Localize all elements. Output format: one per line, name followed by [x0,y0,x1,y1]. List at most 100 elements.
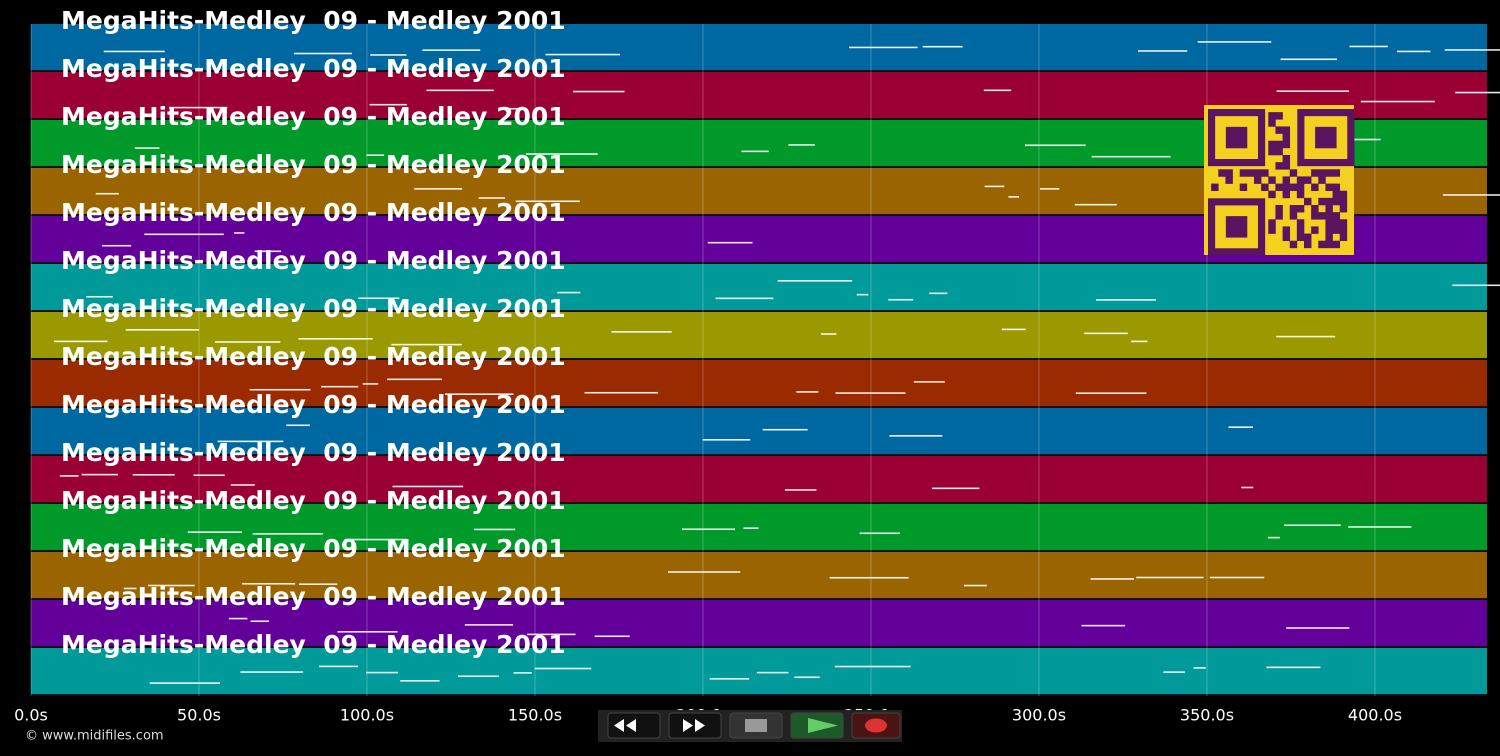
qr-cell [1332,219,1341,227]
lane [31,552,1487,598]
note [1084,332,1128,335]
note [1276,90,1350,92]
qr-cell [1254,169,1262,177]
qr-cell [1325,212,1333,220]
record-button[interactable] [851,712,901,739]
play-button[interactable] [790,712,844,739]
tick-label: 50.0s [177,706,221,725]
note [1455,91,1500,94]
note [1024,144,1086,147]
track-label: MegaHits-Medley 09 - Medley 2001 [61,630,566,659]
qr-finder [1297,108,1355,167]
forward-button[interactable] [668,712,722,739]
note [169,106,228,109]
note [611,331,672,333]
note [503,107,520,110]
qr-cell [1282,155,1291,163]
qr-cell [1325,233,1333,242]
qr-cell [1246,169,1255,177]
qr-cell [1311,205,1319,213]
qr-cell [1296,219,1305,227]
note [888,298,914,301]
note [250,620,269,623]
qr-cell [1304,176,1312,184]
qr-cell [1332,226,1341,234]
qr-cell [1318,176,1326,184]
note [820,333,837,335]
note [254,250,282,253]
qr-cell [1289,205,1298,213]
note [392,485,464,488]
note [387,378,442,381]
note [1197,41,1272,43]
qr-cell [1311,169,1319,177]
note [344,538,407,541]
qr-finder-core [1315,126,1337,149]
note [444,393,514,395]
note [102,244,132,247]
note [707,241,753,244]
lane [31,264,1487,310]
qr-cell [1296,176,1305,184]
note [788,144,815,146]
note [1442,194,1500,196]
qr-cell [1339,190,1348,199]
note [1001,328,1026,331]
qr-cell [1339,197,1348,206]
qr-cell [1325,240,1333,249]
note [983,89,1012,92]
note [829,576,909,579]
note [125,329,200,331]
note [709,678,750,680]
qr-cell [1289,212,1298,220]
rewind-button[interactable] [607,712,661,739]
stop-button[interactable] [729,712,783,739]
note [230,484,255,486]
note [86,295,113,298]
qr-cell [1296,205,1305,213]
note [1276,335,1336,338]
transport-controls [598,710,902,742]
note [1074,203,1117,206]
note [149,682,220,684]
note [932,487,980,490]
qr-finder [1207,198,1266,256]
qr-cell [1275,162,1283,170]
copyright: © www.midifiles.com [25,729,164,744]
qr-cell [1239,183,1248,192]
note [286,424,310,427]
track-label: MegaHits-Medley 09 - Medley 2001 [61,534,566,563]
qr-cell [1218,169,1226,177]
note [835,392,906,394]
qr-cell [1296,183,1305,192]
note [1452,284,1500,287]
note [362,383,379,385]
note [473,528,516,531]
note [1081,624,1126,627]
note [794,676,820,679]
note [545,53,621,56]
tick-label: 400.0s [1348,706,1402,725]
qr-cell [1318,169,1326,177]
note [1286,627,1350,629]
note [414,188,463,190]
note [1095,299,1157,301]
qr-cell [1225,176,1233,184]
note [95,192,119,195]
qr-cell [1275,140,1283,149]
qr-cell [1282,226,1291,234]
qr-cell [1325,219,1333,227]
note [702,439,751,441]
qr-cell [1261,169,1269,177]
note [217,440,284,443]
note [249,388,311,391]
note [682,528,736,531]
qr-cell [1311,226,1319,234]
qr-cell [1311,183,1319,192]
note [457,675,499,678]
lane [31,408,1487,454]
note [214,341,281,343]
note [557,291,581,294]
